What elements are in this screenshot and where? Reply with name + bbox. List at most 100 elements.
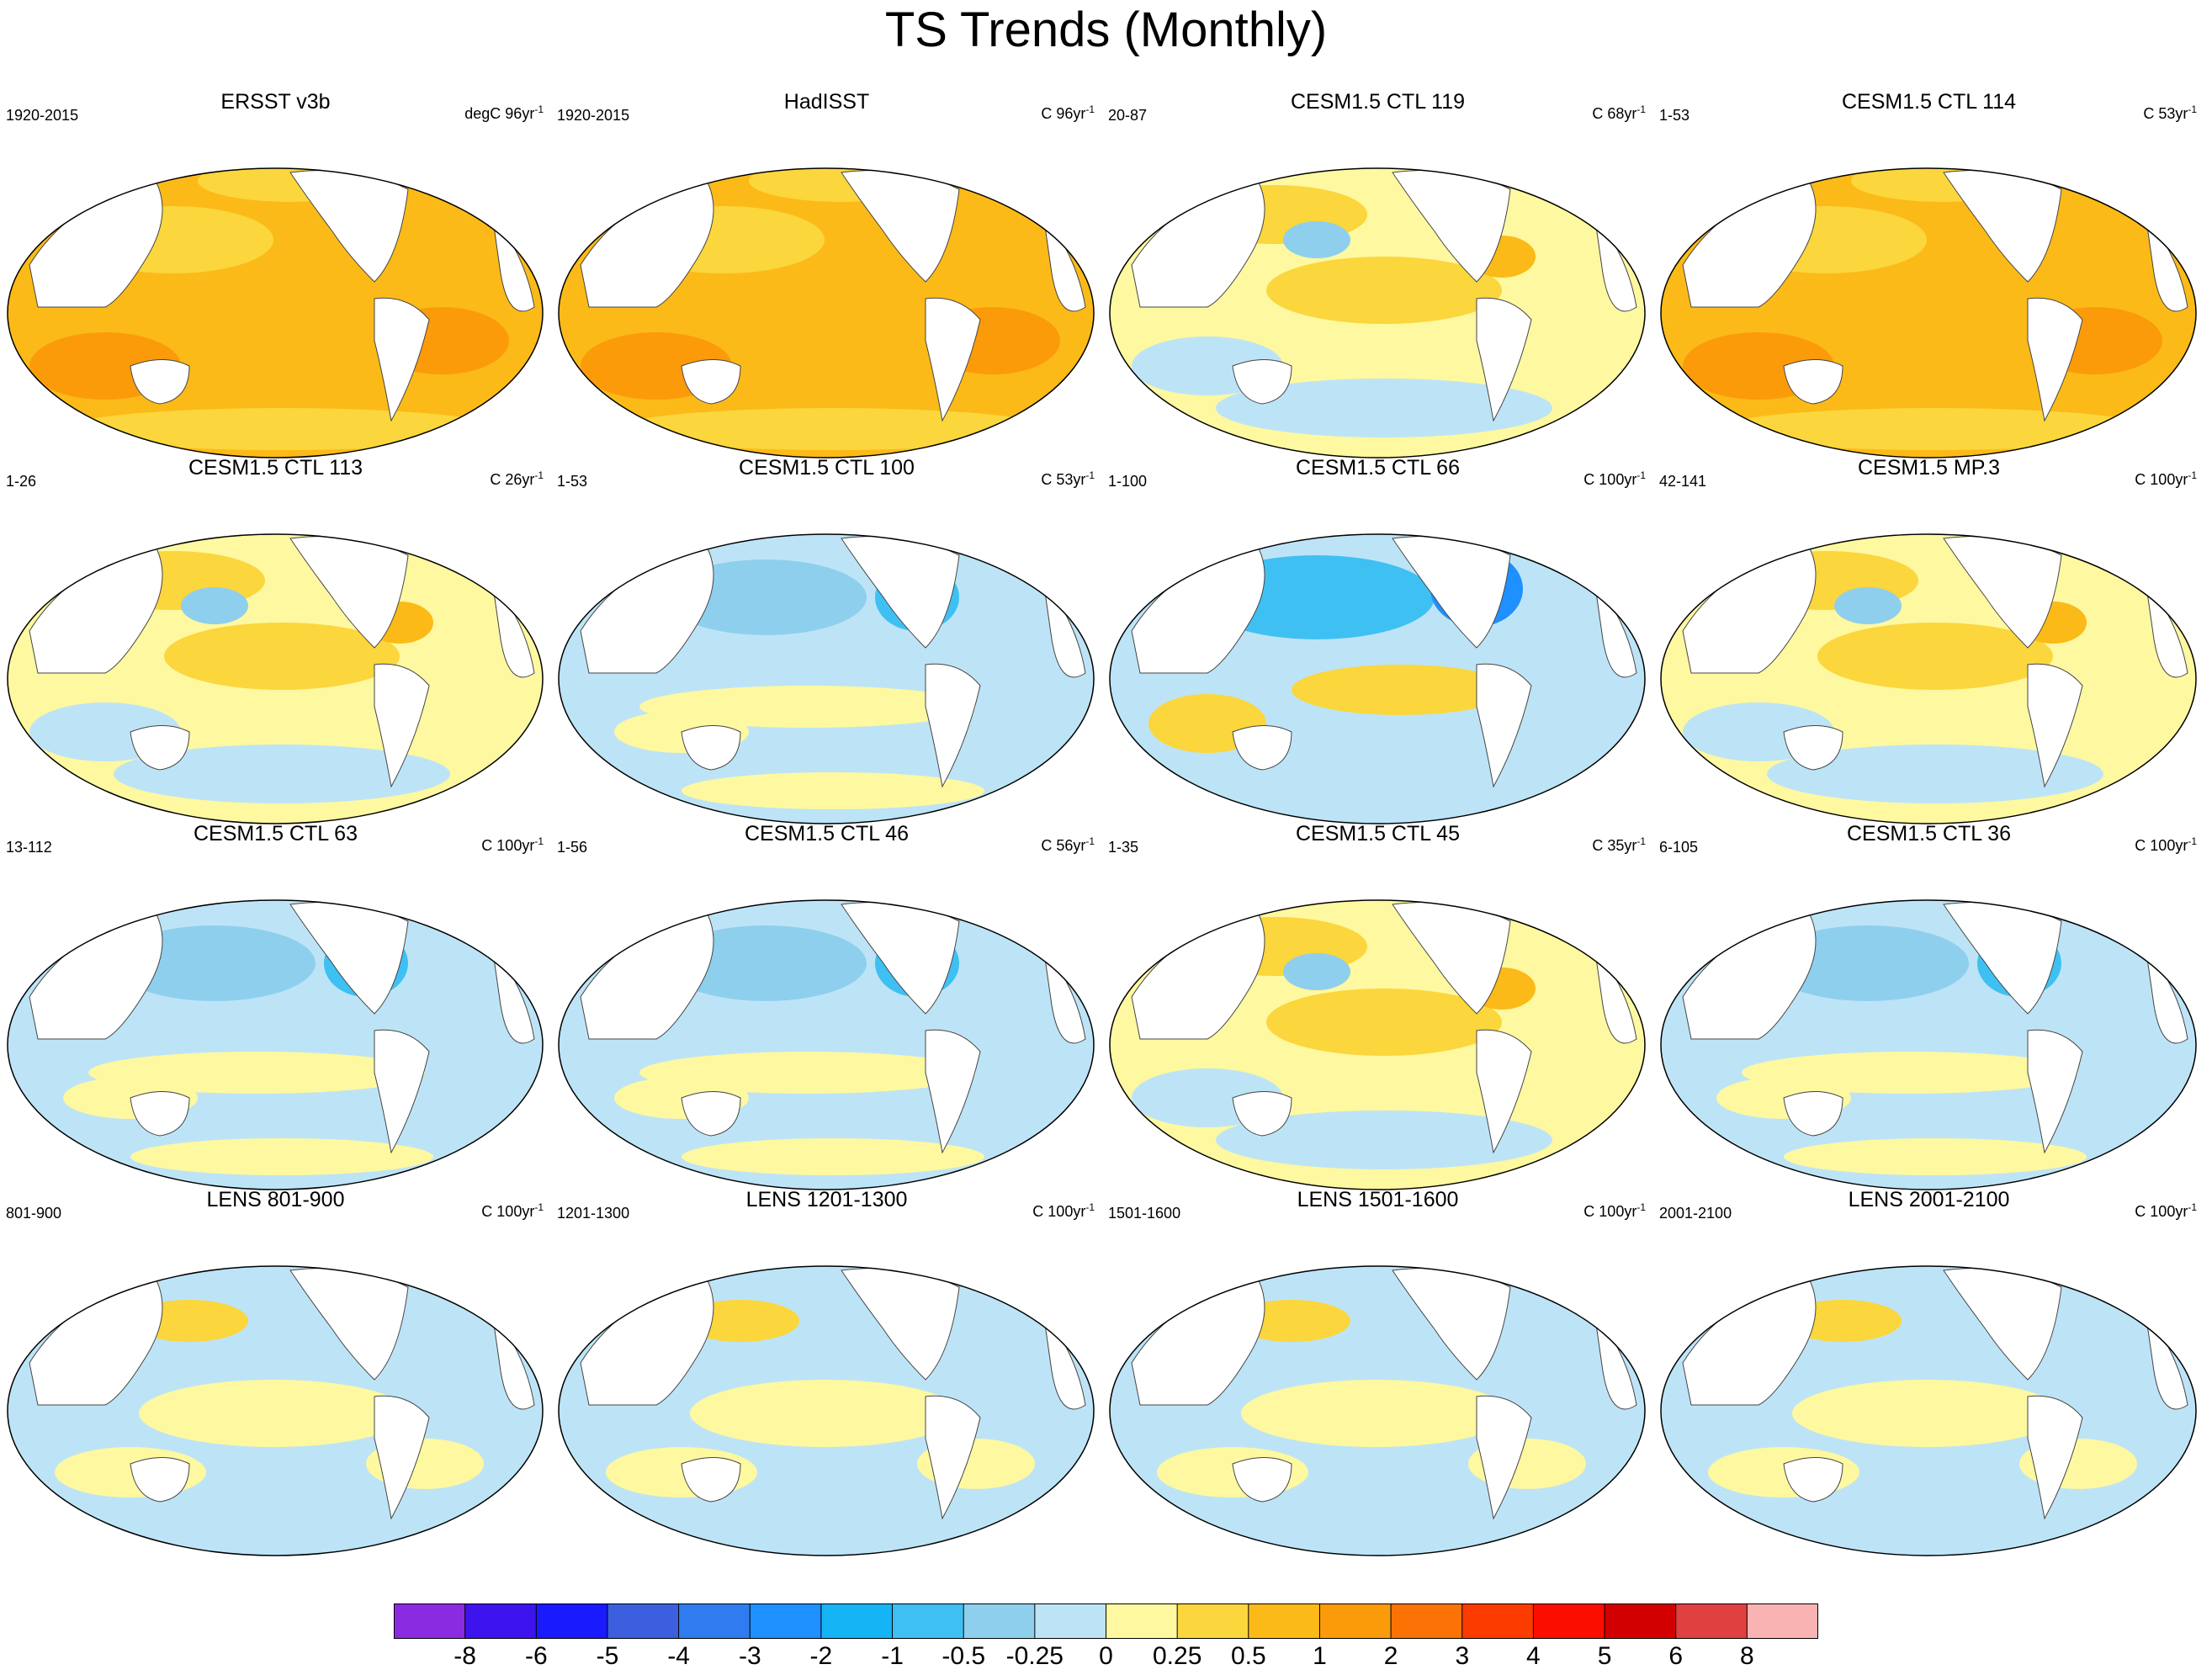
land-australia	[1783, 725, 1843, 771]
colorbar-swatch	[963, 1603, 1036, 1639]
colorbar-swatch	[1106, 1603, 1178, 1639]
panel-units-text: C 53yr	[1041, 471, 1086, 488]
anomaly-patch	[665, 925, 867, 1001]
anomaly-patch	[1767, 925, 1969, 1001]
panel-units-exponent: -1	[2188, 469, 2197, 481]
land-australia	[1232, 725, 1292, 771]
map-field	[8, 1266, 543, 1556]
map-svg	[1109, 533, 1646, 824]
anomaly-patch	[1216, 1110, 1552, 1169]
map-outline	[7, 899, 544, 1190]
anomaly-patch	[1283, 221, 1350, 258]
panel-units: C 100yr-1	[1583, 1201, 1646, 1221]
colorbar-tick-label: 2	[1383, 1642, 1398, 1670]
land-masks	[1682, 902, 2188, 1154]
map-outline	[7, 1265, 544, 1556]
panel-title: CESM1.5 CTL 113	[188, 456, 363, 480]
panel-units: C 96yr-1	[1041, 103, 1095, 123]
map-field	[559, 900, 1094, 1190]
map-field	[1110, 1266, 1645, 1556]
panel-units-exponent: -1	[1085, 103, 1095, 115]
map-field	[559, 534, 1094, 824]
panel-units-text: C 56yr	[1041, 837, 1086, 854]
map-field	[559, 1266, 1094, 1556]
land-australia	[681, 1457, 741, 1503]
land-australia	[681, 1091, 741, 1137]
land-australia	[1232, 1457, 1292, 1503]
panel-units: C 100yr-1	[2135, 469, 2197, 489]
anomaly-patch	[690, 1380, 959, 1447]
map-outline	[1109, 1265, 1646, 1556]
anomaly-patch	[164, 623, 400, 690]
anomaly-patch	[682, 772, 984, 809]
panel-title: CESM1.5 CTL 66	[1296, 456, 1460, 480]
land-masks	[1682, 170, 2188, 422]
map-svg	[7, 1265, 544, 1556]
map-outline	[1109, 533, 1646, 824]
anomaly-patch	[1834, 587, 1902, 624]
land-masks	[29, 170, 535, 422]
panel-period: 42-141	[1659, 473, 1707, 490]
panel-units-exponent: -1	[1636, 469, 1646, 481]
panel-units: C 100yr-1	[481, 835, 544, 855]
panel-period: 13-112	[6, 839, 52, 856]
colorbar-swatch	[1533, 1603, 1605, 1639]
map-outline	[1660, 167, 2197, 459]
land-south-america	[1476, 297, 1532, 422]
map-outline	[1109, 167, 1646, 459]
colorbar-swatch	[1605, 1603, 1677, 1639]
colorbar-tick-label: -1	[881, 1642, 904, 1670]
map-outline	[558, 533, 1095, 824]
land-australia	[1232, 1091, 1292, 1137]
colorbar-swatch	[1248, 1603, 1320, 1639]
panel-period: 1-35	[1108, 839, 1139, 856]
land-australia	[130, 1091, 190, 1137]
panel-period: 1920-2015	[6, 107, 79, 124]
land-masks	[580, 1268, 1086, 1520]
colorbar-tick-label: -8	[454, 1642, 476, 1670]
colorbar-swatch	[1034, 1603, 1106, 1639]
colorbar-swatch	[750, 1603, 822, 1639]
panel-period: 1-53	[557, 473, 588, 490]
panel-title: LENS 801-900	[206, 1188, 345, 1211]
map-outline	[558, 899, 1095, 1190]
map-field	[8, 900, 543, 1190]
map-svg	[1660, 1265, 2197, 1556]
anomaly-patch	[1767, 745, 2103, 803]
map-svg	[1109, 167, 1646, 459]
panel-period: 1-53	[1659, 107, 1690, 124]
land-masks	[29, 536, 535, 788]
map-svg	[558, 533, 1095, 824]
map-svg	[558, 899, 1095, 1190]
anomaly-patch	[1266, 989, 1502, 1056]
map-panel: CESM1.5 CTL 100 1-53 C 53yr-1	[555, 454, 1098, 841]
panel-units-exponent: -1	[534, 835, 544, 847]
colorbar-tick-label: 6	[1668, 1642, 1684, 1670]
panel-units: C 26yr-1	[490, 469, 544, 489]
map-field	[1661, 534, 2196, 824]
anomaly-patch	[1784, 1138, 2087, 1175]
map-field	[559, 168, 1094, 458]
map-svg	[7, 167, 544, 459]
land-masks	[580, 170, 1086, 422]
colorbar-swatch	[536, 1603, 608, 1639]
panel-units-exponent: -1	[1636, 835, 1646, 847]
anomaly-patch	[1216, 772, 1552, 809]
panel-units-text: C 26yr	[490, 471, 535, 488]
panel-units: C 100yr-1	[1032, 1201, 1095, 1221]
panel-units-text: C 100yr	[2135, 837, 2188, 854]
panel-title: CESM1.5 CTL 63	[194, 822, 358, 845]
panel-units: C 53yr-1	[1041, 469, 1095, 489]
anomaly-patch	[682, 1138, 984, 1175]
anomaly-patch	[1817, 623, 2053, 690]
colorbar-swatch	[1461, 1603, 1534, 1639]
panel-units-exponent: -1	[2188, 835, 2197, 847]
panel-period: 801-900	[6, 1205, 62, 1222]
anomaly-patch	[1792, 1380, 2061, 1447]
colorbar-tick-label: 0.5	[1230, 1642, 1266, 1670]
panel-period: 1920-2015	[557, 107, 630, 124]
panel-units-text: C 100yr	[2135, 1203, 2188, 1220]
land-south-america	[2027, 1029, 2083, 1154]
map-outline	[1109, 899, 1646, 1190]
anomaly-patch	[114, 925, 316, 1001]
